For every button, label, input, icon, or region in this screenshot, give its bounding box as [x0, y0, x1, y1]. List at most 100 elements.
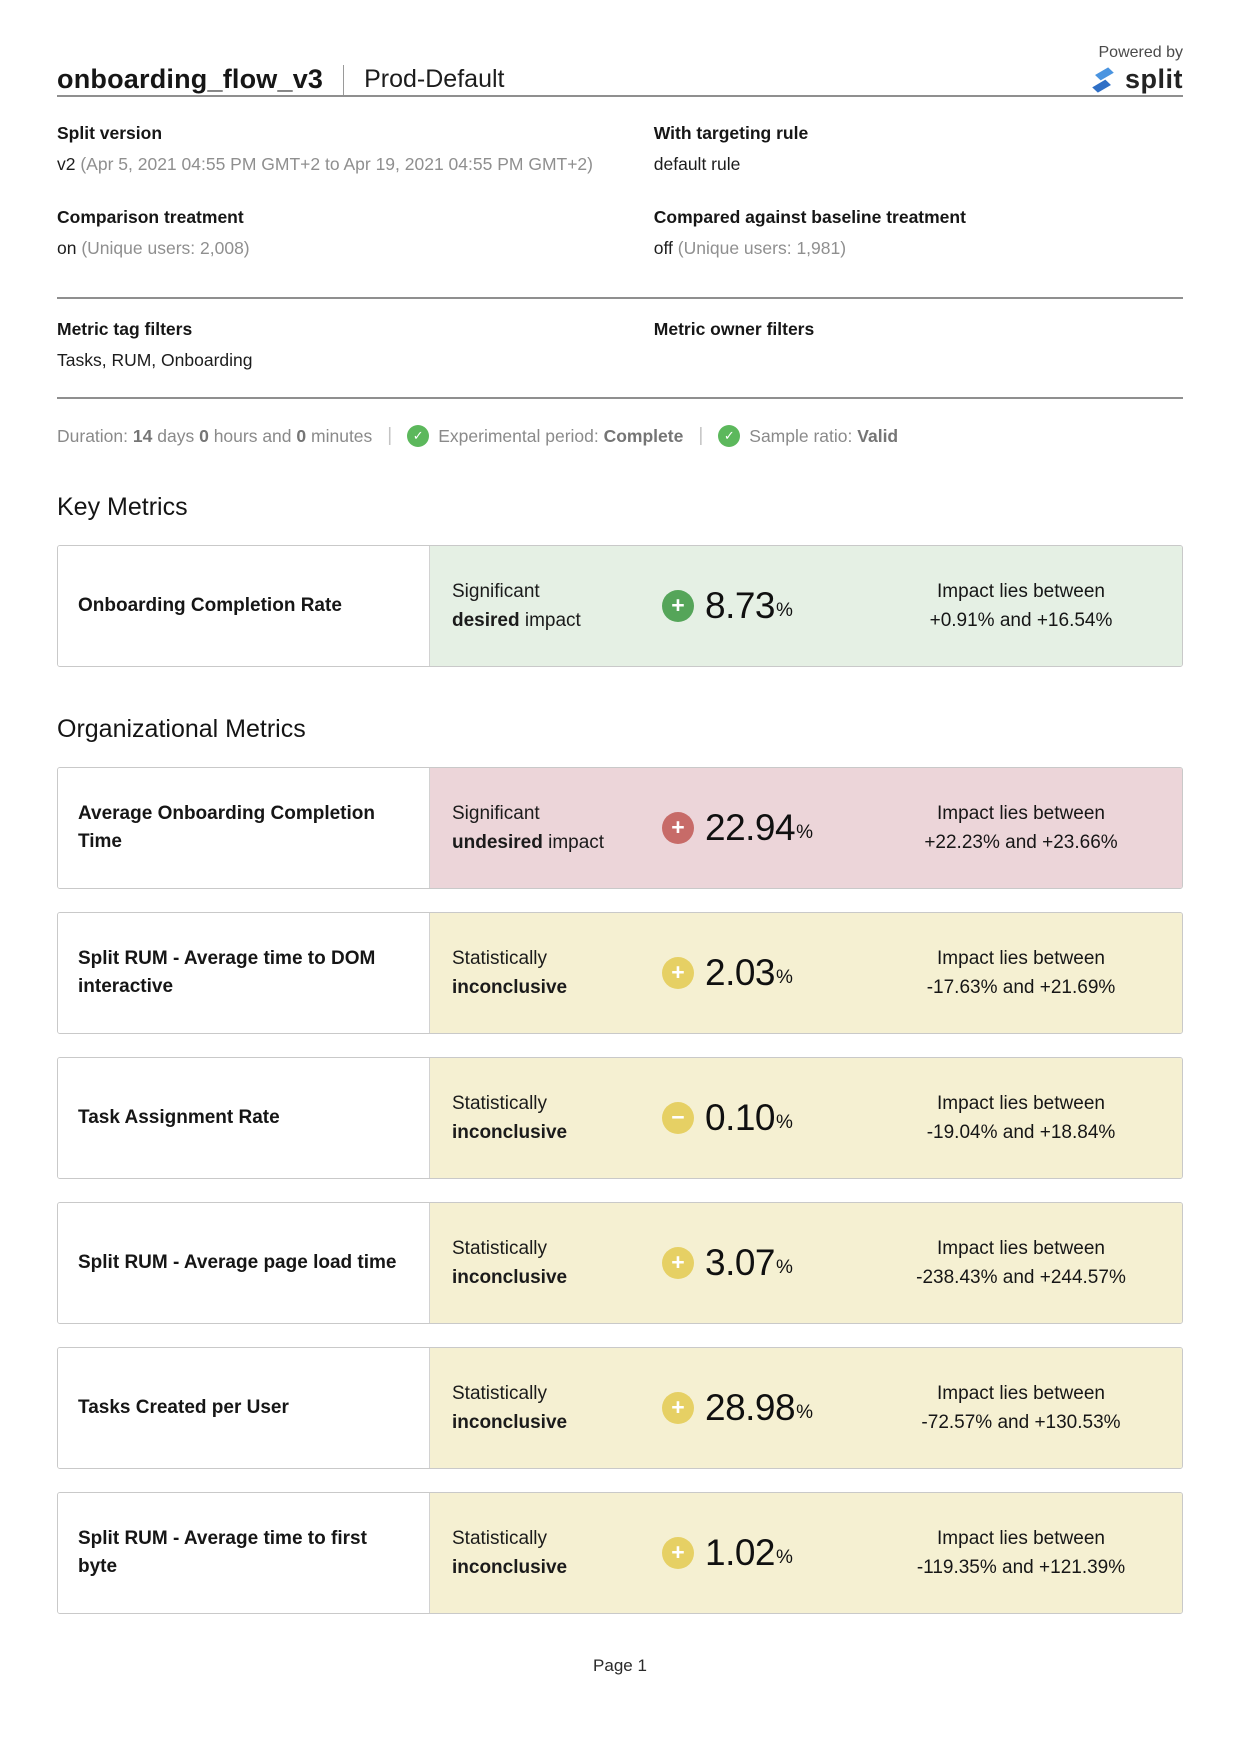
impact-range-text: Impact lies between +22.23% and +23.66%: [874, 799, 1182, 858]
comparison-treatment-value: on (Unique users: 2,008): [57, 238, 654, 259]
significance-line2-bold: inconclusive: [452, 1412, 568, 1433]
duration-text: Duration: 14 days 0 hours and 0 minutes: [57, 426, 372, 447]
report-header: onboarding_flow_v3 Prod-Default split: [57, 64, 1183, 95]
plus-icon: +: [662, 1392, 694, 1424]
impact-range-text: Impact lies between -238.43% and +244.57…: [874, 1234, 1182, 1293]
impact-unit: %: [776, 1547, 793, 1568]
impact-value: 1.02: [705, 1532, 776, 1573]
metric-name: Tasks Created per User: [58, 1348, 430, 1468]
significance-text: Statistically inconclusive: [430, 1089, 662, 1148]
impact-range-line2: -119.35% and +121.39%: [916, 1557, 1126, 1578]
baseline-treatment-label: Compared against baseline treatment: [653, 207, 966, 227]
metric-impact-area: Significant desired impact + 8.73 % Impa…: [430, 546, 1182, 666]
brand-name: split: [1124, 64, 1183, 94]
impact-range-line2: +22.23% and +23.66%: [924, 832, 1118, 853]
significance-text: Significant desired impact: [430, 577, 662, 636]
header-divider-line: [57, 95, 1183, 97]
impact-unit: %: [776, 1257, 793, 1278]
impact-range-text: Impact lies between -72.57% and +130.53%: [874, 1379, 1182, 1438]
minus-icon: −: [662, 1102, 694, 1134]
impact-value-block: + 2.03 %: [662, 952, 874, 994]
experimental-period-label: Experimental period:: [438, 425, 599, 446]
metric-card-onboarding-completion-rate: Onboarding Completion Rate Significant d…: [57, 545, 1183, 667]
split-brand: split: [1088, 64, 1183, 95]
split-version-label: Split version: [57, 123, 163, 143]
metric-owner-filters-cell: Metric owner filters: [654, 319, 1183, 371]
page-number: Page 1: [593, 1656, 647, 1675]
significance-line2-bold: inconclusive: [452, 1122, 568, 1143]
check-icon: ✓: [407, 425, 430, 447]
significance-line1: Statistically: [452, 1382, 548, 1404]
significance-line1: Statistically: [452, 1527, 548, 1549]
duration-prefix: Duration:: [57, 425, 129, 446]
filters-grid: Metric tag filters Tasks, RUM, Onboardin…: [57, 299, 1183, 397]
impact-unit: %: [776, 1112, 793, 1133]
metric-tag-filters-cell: Metric tag filters Tasks, RUM, Onboardin…: [57, 319, 654, 371]
baseline-unique-users: (Unique users: 1,981): [677, 238, 847, 258]
baseline-treatment-name: off: [653, 238, 673, 258]
title-divider: [343, 64, 345, 95]
powered-by-row: Powered by: [57, 44, 1184, 62]
significance-line2-bold: inconclusive: [452, 1557, 568, 1578]
significance-line1: Significant: [452, 802, 540, 824]
split-version-cell: Split version v2 (Apr 5, 2021 04:55 PM G…: [57, 123, 654, 175]
targeting-rule-value: default rule: [653, 154, 741, 174]
impact-value: 3.07: [705, 1242, 776, 1283]
impact-range-line1: Impact lies between: [937, 1382, 1105, 1404]
metric-card-rum-time-to-first-byte: Split RUM - Average time to first byte S…: [57, 1492, 1183, 1614]
info-divider-line: [57, 297, 1183, 299]
title-group: onboarding_flow_v3 Prod-Default: [57, 64, 504, 95]
metric-name: Task Assignment Rate: [58, 1058, 430, 1178]
experiment-status-line: Duration: 14 days 0 hours and 0 minutes …: [57, 425, 1183, 447]
metric-card-tasks-created-per-user: Tasks Created per User Statistically inc…: [57, 1347, 1183, 1469]
metric-name: Split RUM - Average page load time: [58, 1203, 430, 1323]
impact-range-line2: -72.57% and +130.53%: [921, 1412, 1121, 1433]
sample-ratio-text: Sample ratio: Valid: [749, 426, 898, 447]
significance-line2-bold: desired: [452, 610, 520, 631]
impact-range-line1: Impact lies between: [937, 580, 1105, 602]
duration-days-label: days: [157, 425, 195, 446]
duration-hours: 0: [199, 425, 209, 446]
baseline-treatment-value: off (Unique users: 1,981): [654, 238, 1183, 259]
impact-range-text: Impact lies between -119.35% and +121.39…: [874, 1524, 1182, 1583]
status-separator: |: [387, 425, 393, 446]
metric-impact-area: Statistically inconclusive + 3.07 % Impa…: [430, 1203, 1182, 1323]
significance-text: Statistically inconclusive: [430, 1234, 662, 1293]
comparison-treatment-name: on: [57, 238, 77, 258]
plus-icon: +: [662, 1247, 694, 1279]
significance-text: Statistically inconclusive: [430, 1379, 662, 1438]
metric-name: Onboarding Completion Rate: [58, 546, 430, 666]
duration-minutes-label: minutes: [311, 425, 373, 446]
significance-line2-rest: impact: [542, 832, 605, 853]
sample-ratio-value: Valid: [857, 425, 899, 446]
metric-name: Split RUM - Average time to DOM interact…: [58, 913, 430, 1033]
metric-card-rum-dom-interactive: Split RUM - Average time to DOM interact…: [57, 912, 1183, 1034]
significance-text: Statistically inconclusive: [430, 944, 662, 1003]
impact-value: 8.73: [705, 585, 776, 626]
split-version-number: v2: [57, 154, 76, 174]
plus-icon: +: [662, 812, 694, 844]
status-separator: |: [698, 425, 704, 446]
significance-line1: Statistically: [452, 947, 548, 969]
baseline-treatment-cell: Compared against baseline treatment off …: [654, 207, 1183, 259]
page-title: onboarding_flow_v3: [57, 64, 324, 94]
significance-line1: Significant: [452, 580, 540, 602]
metric-impact-area: Statistically inconclusive + 1.02 % Impa…: [430, 1493, 1182, 1613]
impact-value-block: + 22.94 %: [662, 807, 874, 849]
metric-card-average-onboarding-completion-time: Average Onboarding Completion Time Signi…: [57, 767, 1183, 889]
impact-range-line1: Impact lies between: [937, 1092, 1105, 1114]
impact-range-line1: Impact lies between: [937, 1527, 1105, 1549]
split-version-value: v2 (Apr 5, 2021 04:55 PM GMT+2 to Apr 19…: [57, 154, 654, 175]
impact-range-text: Impact lies between +0.91% and +16.54%: [874, 577, 1182, 636]
experimental-period-value: Complete: [603, 425, 684, 446]
significance-line1: Statistically: [452, 1237, 548, 1259]
impact-unit: %: [776, 967, 793, 988]
impact-unit: %: [796, 1402, 813, 1423]
duration-hours-label: hours and: [213, 425, 292, 446]
metric-card-task-assignment-rate: Task Assignment Rate Statistically incon…: [57, 1057, 1183, 1179]
impact-range-line2: -17.63% and +21.69%: [926, 977, 1116, 998]
check-icon: ✓: [718, 425, 741, 447]
duration-minutes: 0: [296, 425, 307, 446]
metric-card-rum-page-load-time: Split RUM - Average page load time Stati…: [57, 1202, 1183, 1324]
significance-line2-bold: inconclusive: [452, 1267, 568, 1288]
